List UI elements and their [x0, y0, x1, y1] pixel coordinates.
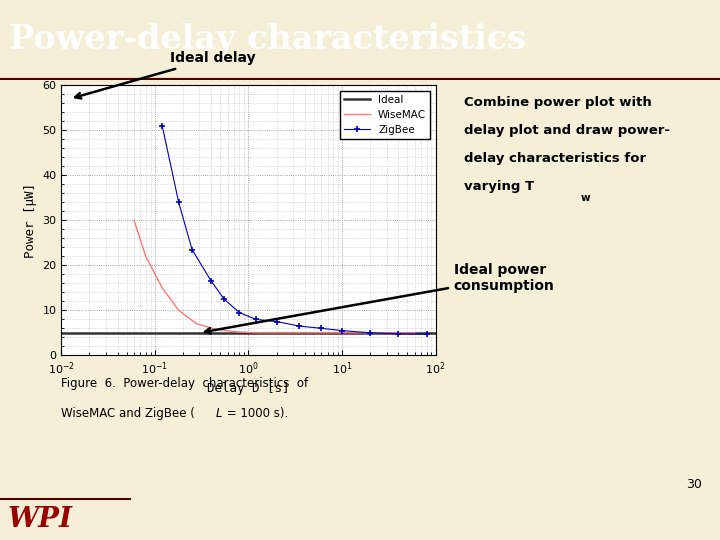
Line: WiseMAC: WiseMAC: [134, 220, 415, 333]
Legend: Ideal, WiseMAC, ZigBee: Ideal, WiseMAC, ZigBee: [340, 91, 431, 139]
Text: delay plot and draw power-: delay plot and draw power-: [464, 124, 670, 137]
ZigBee: [220, 296, 228, 302]
ZigBee: [188, 246, 197, 253]
Line: ZigBee: ZigBee: [158, 123, 430, 338]
Y-axis label: Power [µW]: Power [µW]: [24, 183, 37, 258]
Text: Combine power plot with: Combine power plot with: [464, 96, 652, 109]
ZigBee: [235, 309, 243, 316]
Text: w: w: [581, 193, 590, 204]
ZigBee: [317, 325, 325, 332]
WiseMAC: [174, 307, 183, 314]
ZigBee: [272, 319, 281, 325]
Text: 30: 30: [686, 478, 702, 491]
WiseMAC: [158, 285, 166, 291]
ZigBee: [207, 278, 215, 285]
X-axis label: Delay D [s]: Delay D [s]: [207, 382, 289, 395]
Text: Ideal delay: Ideal delay: [75, 51, 255, 98]
ZigBee: [158, 123, 166, 129]
WiseMAC: [410, 329, 419, 336]
ZigBee: [251, 316, 260, 322]
WiseMAC: [192, 321, 201, 327]
Text: Ideal power
consumption: Ideal power consumption: [205, 263, 554, 334]
WiseMAC: [310, 329, 318, 336]
Text: delay characteristics for: delay characteristics for: [464, 152, 647, 165]
Text: WiseMAC and ZigBee (: WiseMAC and ZigBee (: [61, 407, 195, 420]
Text: WPI: WPI: [7, 505, 72, 532]
WiseMAC: [375, 329, 384, 336]
Text: Power-delay characteristics: Power-delay characteristics: [9, 23, 526, 57]
ZigBee: [394, 330, 402, 337]
WiseMAC: [338, 329, 346, 336]
ZigBee: [338, 327, 346, 334]
Text: = 1000 s).: = 1000 s).: [223, 407, 289, 420]
ZigBee: [366, 329, 374, 336]
Text: Figure  6.  Power-delay  characteristics  of: Figure 6. Power-delay characteristics of: [61, 377, 308, 390]
WiseMAC: [282, 329, 290, 336]
ZigBee: [295, 323, 304, 329]
WiseMAC: [233, 329, 241, 335]
WiseMAC: [212, 326, 220, 333]
ZigBee: [174, 199, 183, 206]
Text: varying T: varying T: [464, 180, 534, 193]
Text: L: L: [216, 407, 222, 420]
WiseMAC: [141, 253, 150, 260]
ZigBee: [422, 331, 431, 338]
WiseMAC: [255, 329, 264, 336]
WiseMAC: [130, 217, 138, 224]
